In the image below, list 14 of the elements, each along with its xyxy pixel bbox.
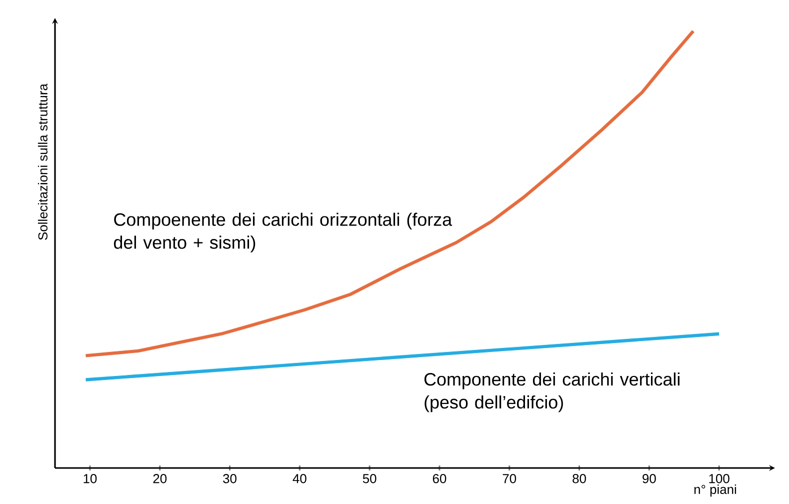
x-tick-label: 40 <box>292 474 306 484</box>
series-label: Componente dei carichi verticali (peso dell’edifcio) <box>424 372 680 412</box>
x-tick-label: 60 <box>432 474 446 484</box>
x-tick-label: 100 <box>709 474 730 484</box>
series-label: Compoenente dei carichi orizzontali (forza del vento + sismi) <box>114 212 452 252</box>
y-axis-title: Sollecitazioni sulla struttura <box>38 84 48 240</box>
x-tick-label: 50 <box>362 474 376 484</box>
x-tick-label: 90 <box>642 474 656 484</box>
x-tick-label: 70 <box>502 474 516 484</box>
x-tick-label: 10 <box>84 474 97 484</box>
x-tick-label: 30 <box>223 474 236 484</box>
x-tick-label: 20 <box>153 474 167 484</box>
x-tick-label: 80 <box>572 474 586 484</box>
x-axis-title: n° piani <box>694 484 736 497</box>
